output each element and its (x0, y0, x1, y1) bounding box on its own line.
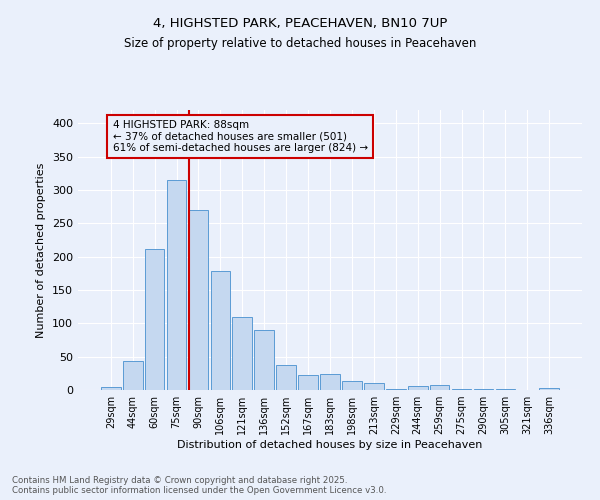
Text: Size of property relative to detached houses in Peacehaven: Size of property relative to detached ho… (124, 38, 476, 51)
Bar (101, 386, 121, 390)
Bar (342, 380, 362, 390)
Bar (232, 316, 252, 390)
Bar (254, 330, 274, 390)
Bar (276, 364, 296, 390)
Bar (188, 210, 208, 390)
Bar (211, 272, 230, 390)
Bar (167, 180, 187, 390)
Bar (364, 382, 384, 390)
Bar (145, 248, 164, 390)
Text: 4 HIGHSTED PARK: 88sqm
← 37% of detached houses are smaller (501)
61% of semi-de: 4 HIGHSTED PARK: 88sqm ← 37% of detached… (113, 120, 368, 153)
Bar (123, 362, 143, 390)
Text: 4, HIGHSTED PARK, PEACEHAVEN, BN10 7UP: 4, HIGHSTED PARK, PEACEHAVEN, BN10 7UP (153, 18, 447, 30)
Text: Contains HM Land Registry data © Crown copyright and database right 2025.
Contai: Contains HM Land Registry data © Crown c… (12, 476, 386, 495)
Y-axis label: Number of detached properties: Number of detached properties (37, 162, 46, 338)
Bar (386, 388, 406, 390)
Bar (320, 374, 340, 390)
X-axis label: Distribution of detached houses by size in Peacehaven: Distribution of detached houses by size … (178, 440, 482, 450)
Bar (298, 374, 318, 390)
Bar (408, 386, 428, 390)
Bar (430, 386, 449, 390)
Bar (539, 388, 559, 390)
